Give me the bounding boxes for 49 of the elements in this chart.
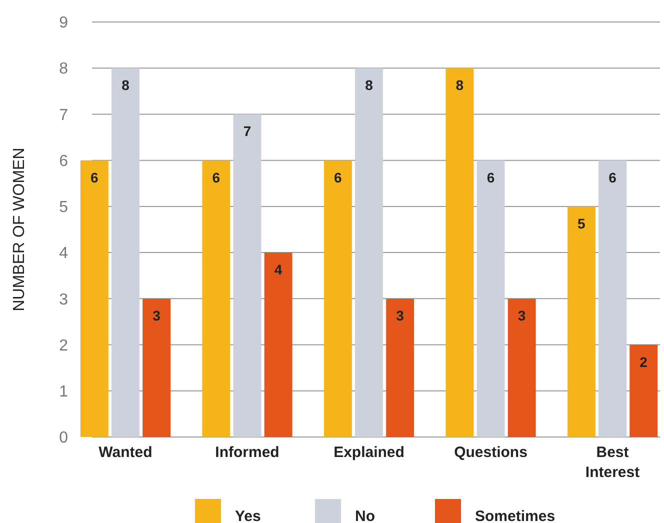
data-label: 6 [486, 169, 495, 186]
bar [386, 298, 414, 437]
data-label: 4 [274, 262, 282, 278]
x-tick-label: Wanted [98, 444, 152, 461]
y-tick-label: 7 [59, 106, 68, 124]
data-label: 7 [243, 123, 252, 140]
bar [630, 344, 658, 437]
data-label: 8 [122, 77, 130, 94]
bar [202, 160, 230, 437]
data-label: 6 [90, 169, 99, 186]
y-tick-label: 8 [59, 60, 68, 78]
bar [446, 68, 474, 437]
bar [233, 114, 262, 437]
x-tick-label: Best Interest [585, 444, 640, 481]
y-tick-label: 1 [59, 383, 68, 400]
data-label: 6 [334, 169, 342, 186]
bar [112, 68, 140, 437]
data-label: 6 [608, 169, 617, 186]
bar [598, 160, 626, 437]
data-label: 2 [640, 354, 648, 370]
y-tick-label: 5 [59, 199, 68, 216]
data-label: 5 [578, 215, 586, 232]
data-label: 8 [365, 77, 374, 94]
y-tick-label: 6 [59, 152, 68, 170]
y-tick-label: 3 [59, 291, 68, 308]
y-tick-label: 2 [59, 337, 68, 354]
data-label: 3 [152, 308, 161, 324]
x-tick-label: Explained [334, 444, 404, 461]
legend-label: Yes [235, 508, 261, 523]
x-tick-label: Questions [454, 444, 528, 461]
data-label: 3 [396, 308, 404, 324]
x-tick-label: Informed [215, 444, 280, 461]
bar [476, 160, 505, 437]
bar [567, 206, 596, 437]
bar [80, 160, 108, 437]
bar [264, 252, 292, 437]
data-label: 3 [518, 308, 526, 324]
bar [508, 298, 536, 437]
bar [142, 298, 171, 437]
legend-label: Sometimes [475, 508, 556, 523]
data-label: 6 [212, 169, 220, 186]
data-label: 8 [456, 77, 464, 94]
y-tick-label: 0 [59, 430, 68, 447]
y-axis-title: NUMBER OF WOMEN [11, 148, 28, 312]
bar [324, 160, 352, 437]
y-tick-label: 9 [59, 14, 68, 32]
bar [355, 68, 383, 437]
y-tick-label: 4 [59, 245, 68, 262]
legend-label: No [355, 508, 375, 523]
